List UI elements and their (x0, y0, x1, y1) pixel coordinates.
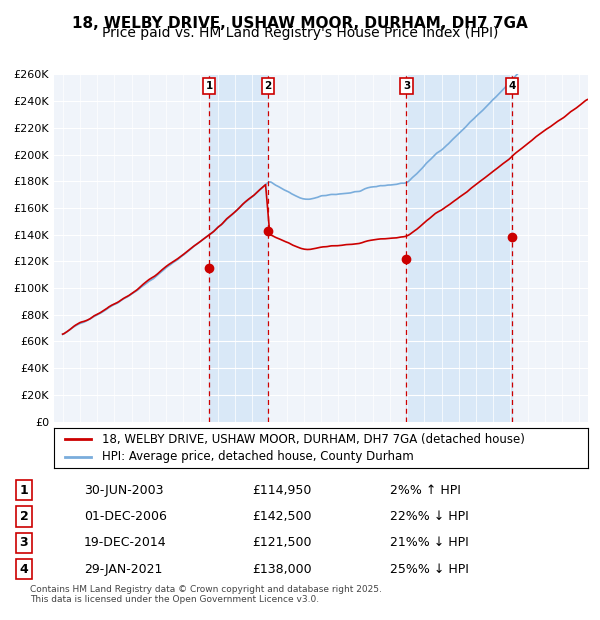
Text: Price paid vs. HM Land Registry's House Price Index (HPI): Price paid vs. HM Land Registry's House … (102, 26, 498, 40)
Text: 2%% ↑ HPI: 2%% ↑ HPI (390, 484, 461, 497)
Bar (406, 74, 512, 422)
Bar (209, 74, 268, 422)
Text: 19-DEC-2014: 19-DEC-2014 (84, 536, 167, 549)
Text: 18, WELBY DRIVE, USHAW MOOR, DURHAM, DH7 7GA: 18, WELBY DRIVE, USHAW MOOR, DURHAM, DH7… (72, 16, 528, 30)
Text: 01-DEC-2006: 01-DEC-2006 (84, 510, 167, 523)
Text: 4: 4 (20, 563, 28, 576)
Text: 2: 2 (20, 510, 28, 523)
Text: £114,950: £114,950 (252, 484, 311, 497)
Text: 18, WELBY DRIVE, USHAW MOOR, DURHAM, DH7 7GA (detached house): 18, WELBY DRIVE, USHAW MOOR, DURHAM, DH7… (102, 433, 525, 446)
Text: 2: 2 (265, 81, 272, 91)
Text: 1: 1 (20, 484, 28, 497)
Text: 4: 4 (508, 81, 515, 91)
Text: 3: 3 (20, 536, 28, 549)
Text: 21%% ↓ HPI: 21%% ↓ HPI (390, 536, 469, 549)
Text: 30-JUN-2003: 30-JUN-2003 (84, 484, 163, 497)
Text: 29-JAN-2021: 29-JAN-2021 (84, 563, 163, 576)
Text: £121,500: £121,500 (252, 536, 311, 549)
Text: Contains HM Land Registry data © Crown copyright and database right 2025.
This d: Contains HM Land Registry data © Crown c… (30, 585, 382, 604)
Text: 22%% ↓ HPI: 22%% ↓ HPI (390, 510, 469, 523)
Text: HPI: Average price, detached house, County Durham: HPI: Average price, detached house, Coun… (102, 450, 414, 463)
Text: £138,000: £138,000 (252, 563, 311, 576)
Text: 3: 3 (403, 81, 410, 91)
Text: £142,500: £142,500 (252, 510, 311, 523)
Text: 25%% ↓ HPI: 25%% ↓ HPI (390, 563, 469, 576)
Text: 1: 1 (205, 81, 212, 91)
